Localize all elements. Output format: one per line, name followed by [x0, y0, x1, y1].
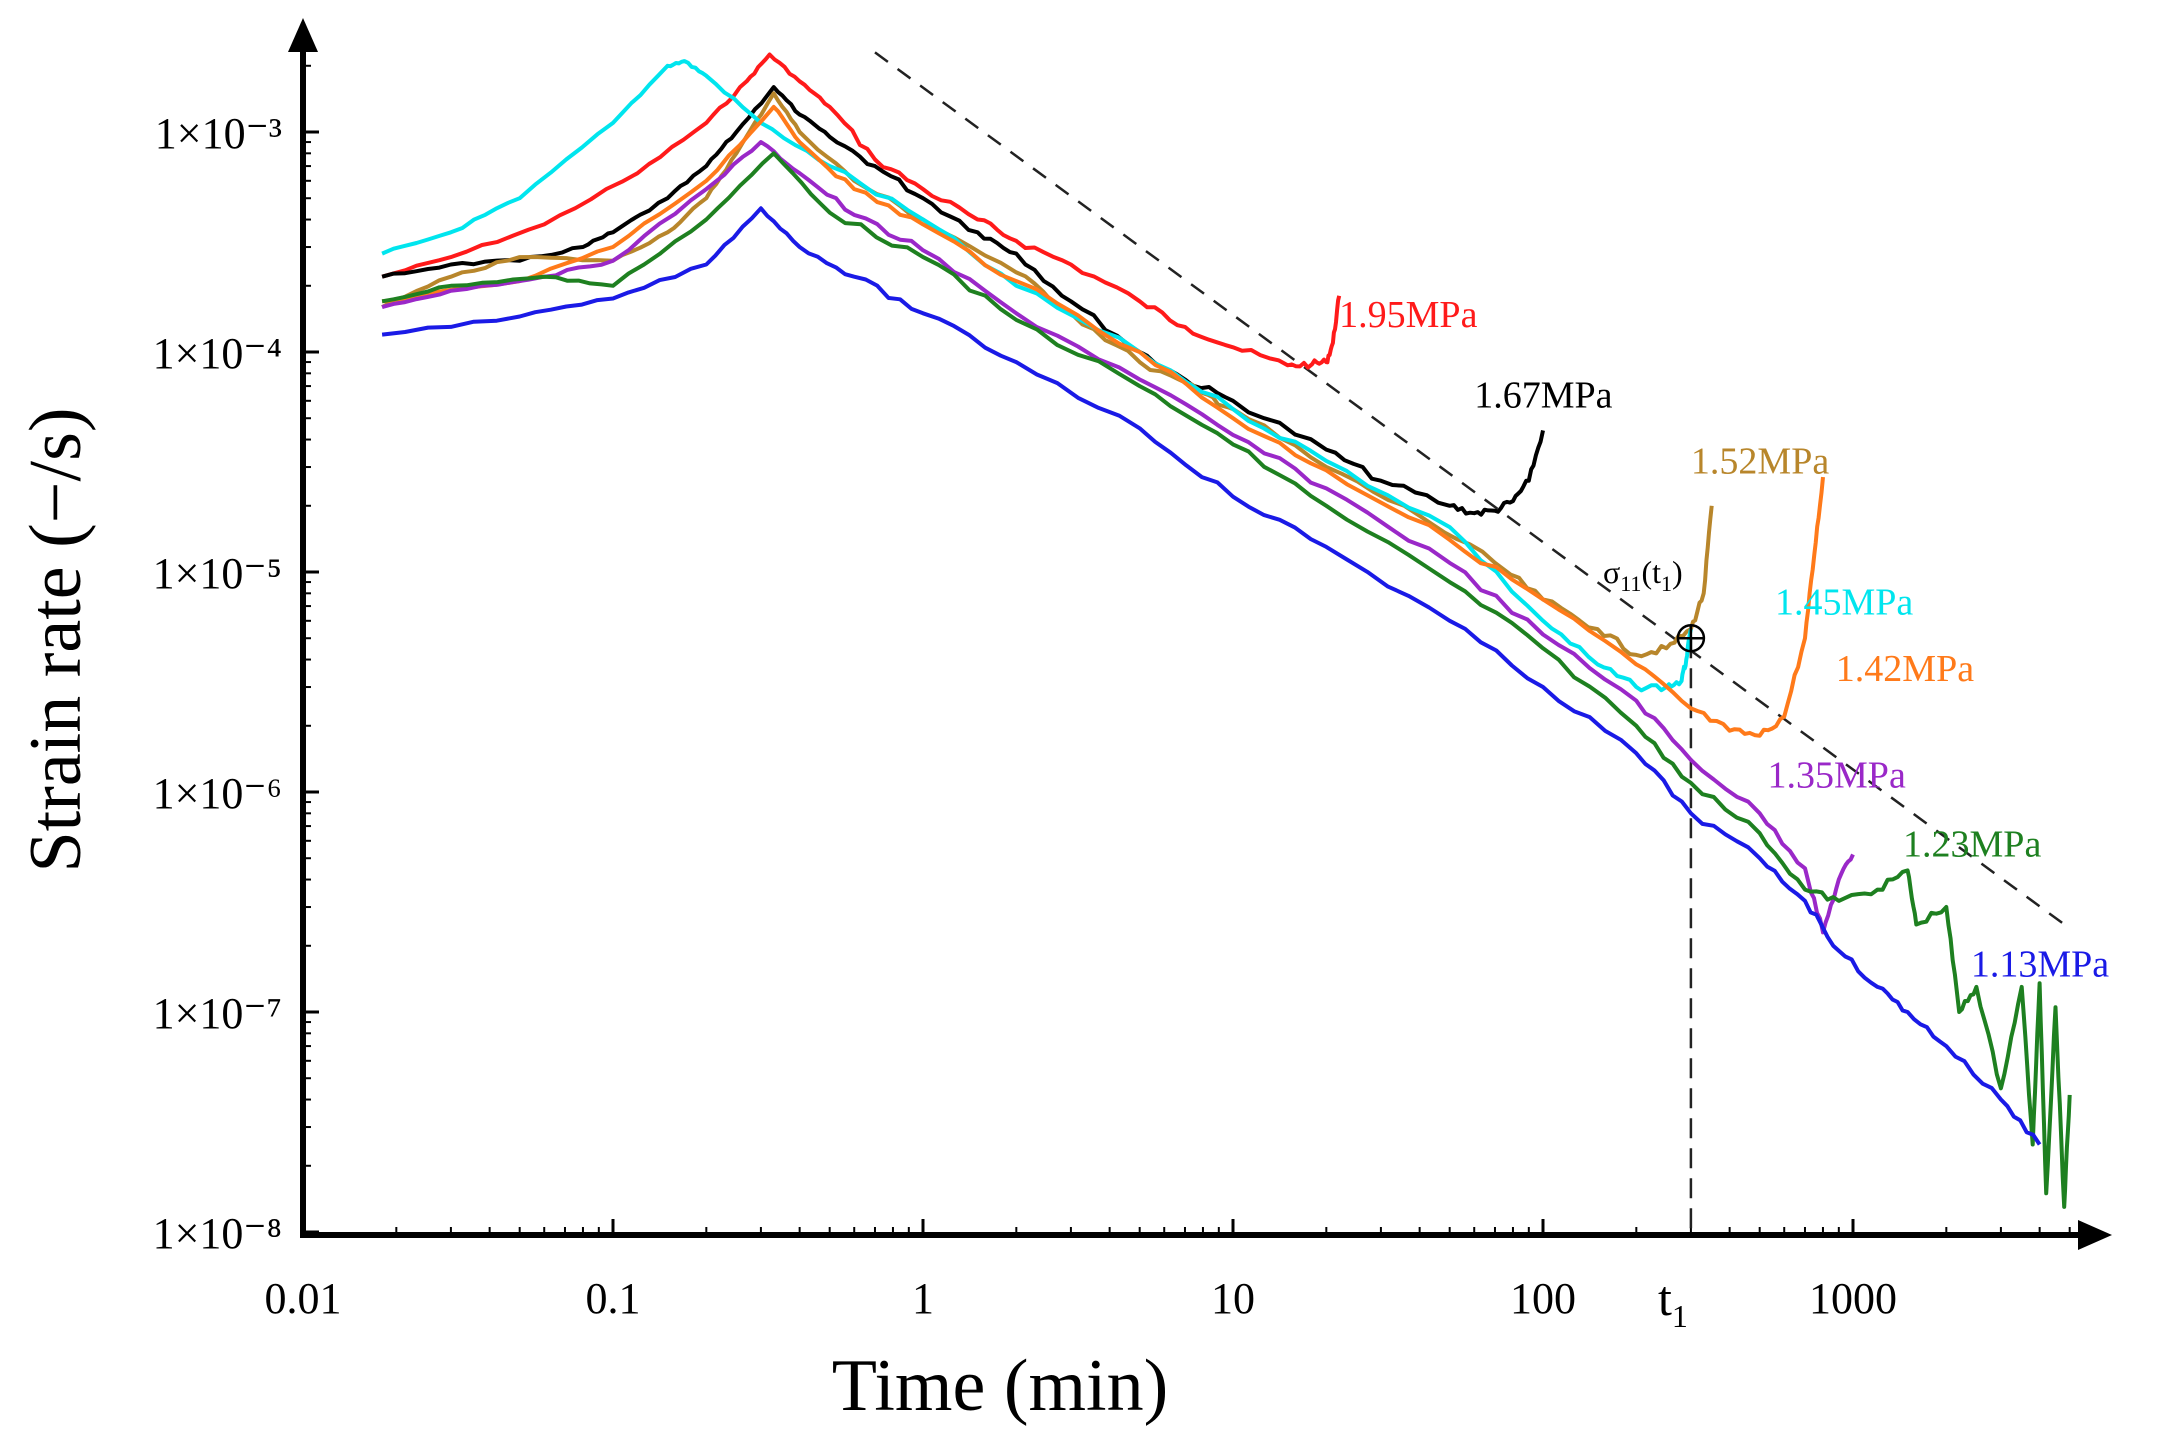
marker-sub-11: 11 — [1620, 571, 1641, 596]
marker-sub-1: 1 — [1661, 571, 1672, 596]
marker-label: σ11(t1) — [1603, 554, 1683, 596]
y-tick-label: 1×10⁻⁷ — [153, 989, 282, 1038]
x-tick-label: 0.01 — [265, 1274, 342, 1323]
series-label-1-52mpa: 1.52MPa — [1691, 441, 1829, 483]
series-label-1-23mpa: 1.23MPa — [1903, 823, 2041, 865]
y-tick-label: 1×10⁻³ — [155, 109, 282, 158]
x-tick-label: 100 — [1510, 1274, 1576, 1323]
x-tick-label: 0.1 — [586, 1274, 641, 1323]
y-tick-label: 1×10⁻⁸ — [153, 1209, 282, 1258]
marker-sigma: σ — [1603, 554, 1620, 590]
y-tick-labels: 1×10⁻³ 1×10⁻⁴ 1×10⁻⁵ 1×10⁻⁶ 1×10⁻⁷ 1×10⁻⁸ — [153, 109, 282, 1258]
t1-tick-label: t1 — [1658, 1270, 1688, 1334]
series-line-1-42mpa — [381, 104, 1825, 738]
x-axis-arrow — [2078, 1220, 2112, 1250]
t1-main: t — [1658, 1270, 1672, 1326]
axis-ticks — [301, 64, 2071, 1235]
series-label-1-13mpa: 1.13MPa — [1971, 943, 2109, 985]
trend-dashed-line — [874, 51, 2071, 930]
series-line-1-52mpa — [381, 91, 1714, 659]
y-axis-arrow — [288, 18, 318, 52]
series-label-1-95mpa: 1.95MPa — [1339, 294, 1477, 336]
series-line-1-67mpa — [381, 85, 1545, 517]
series-line-1-95mpa — [381, 52, 1342, 370]
x-tick-labels: 0.01 0.1 1 10 100 1000 — [265, 1274, 1898, 1323]
x-tick-label: 1000 — [1809, 1274, 1897, 1323]
series-line-1-45mpa — [381, 59, 1693, 693]
y-tick-label: 1×10⁻⁴ — [153, 329, 282, 378]
sigma-t1-marker — [1676, 623, 1706, 653]
series-lines — [381, 52, 2072, 1209]
x-tick-label: 1 — [912, 1274, 934, 1323]
series-line-1-35mpa — [381, 140, 1855, 935]
y-tick-label: 1×10⁻⁵ — [153, 549, 282, 598]
marker-paren-open: (t — [1641, 554, 1661, 590]
series-line-1-23mpa — [381, 151, 2072, 1209]
x-tick-label: 10 — [1211, 1274, 1255, 1323]
t1-sub: 1 — [1672, 1298, 1688, 1334]
series-label-1-42mpa: 1.42MPa — [1836, 648, 1974, 690]
y-tick-label: 1×10⁻⁶ — [153, 769, 282, 818]
series-label-1-45mpa: 1.45MPa — [1775, 582, 1913, 624]
series-label-1-35mpa: 1.35MPa — [1768, 754, 1906, 796]
series-label-1-67mpa: 1.67MPa — [1474, 374, 1612, 416]
series-labels: 1.95MPa 1.67MPa 1.52MPa 1.45MPa 1.42MPa 1.35M… — [1339, 294, 2109, 986]
series-line-1-13mpa — [381, 206, 2042, 1146]
x-axis-title: Time (min) — [832, 1345, 1168, 1427]
y-axis-title: Strain rate (−/s) — [15, 407, 97, 872]
marker-paren-close: ) — [1672, 554, 1683, 590]
